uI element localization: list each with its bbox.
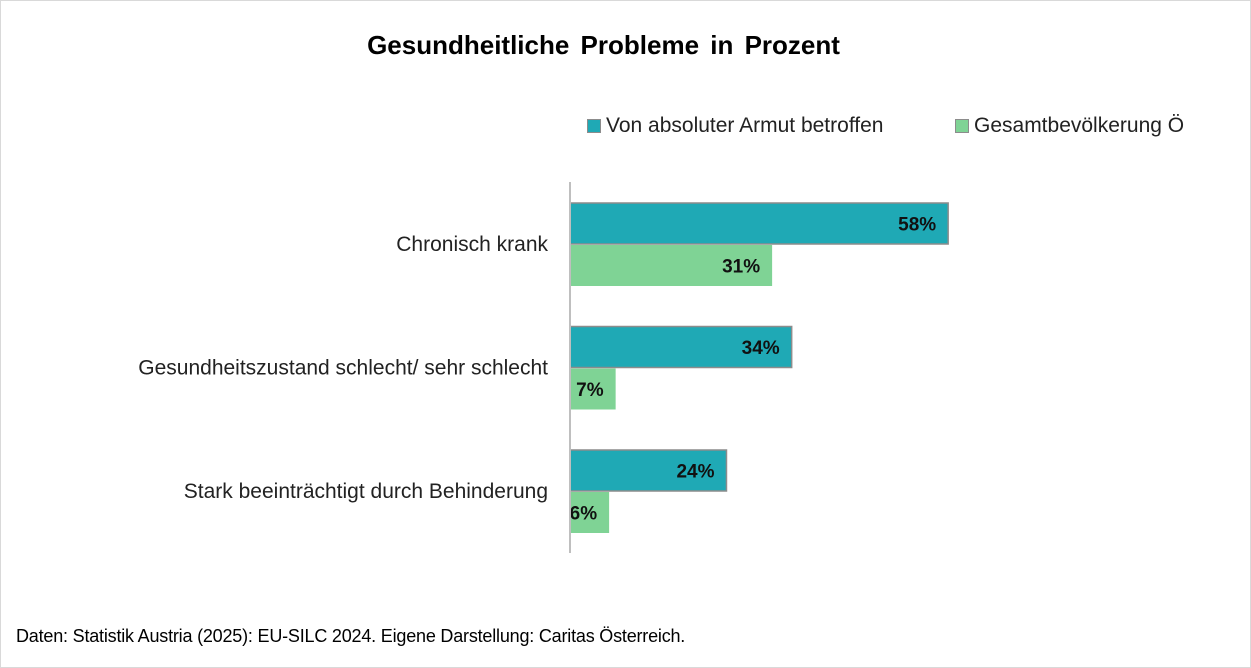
bar-armut-1 (569, 202, 949, 245)
legend-label-armut: Von absoluter Armut betroffen (606, 114, 884, 137)
data-label-gesamt-2: 7% (576, 380, 604, 401)
legend-label-gesamt: Gesamtbevölkerung Ö (974, 114, 1185, 137)
bar-gesamt-1 (570, 245, 773, 286)
data-label-armut-1: 58% (898, 215, 936, 236)
data-label-gesamt-1: 31% (722, 257, 760, 278)
data-label-armut-3: 24% (676, 462, 714, 483)
chart-title: Gesundheitliche Probleme in Prozent (367, 30, 840, 60)
data-label-armut-2: 34% (742, 338, 780, 359)
legend-item-gesamt: Gesamtbevölkerung Ö (955, 114, 1184, 138)
category-label-chronisch-krank: Chronisch krank (396, 233, 548, 256)
legend-swatch-gesamt (955, 119, 969, 133)
category-label-stark-beeintr-chtigt-durch-behinderung: Stark beeinträchtigt durch Behinderung (184, 480, 548, 503)
legend-item-armut: Von absoluter Armut betroffen (587, 114, 883, 138)
category-label-gesundheitszustand-schlecht-sehr-schlecht: Gesundheitszustand schlecht/ sehr schlec… (138, 357, 548, 380)
source-note: Daten: Statistik Austria (2025): EU-SILC… (16, 626, 686, 646)
legend-swatch-armut (587, 119, 601, 133)
bar-gesamt-2 (570, 368, 616, 410)
data-label-gesamt-3: 6% (570, 504, 598, 525)
bar-gesamt-3 (570, 492, 610, 533)
